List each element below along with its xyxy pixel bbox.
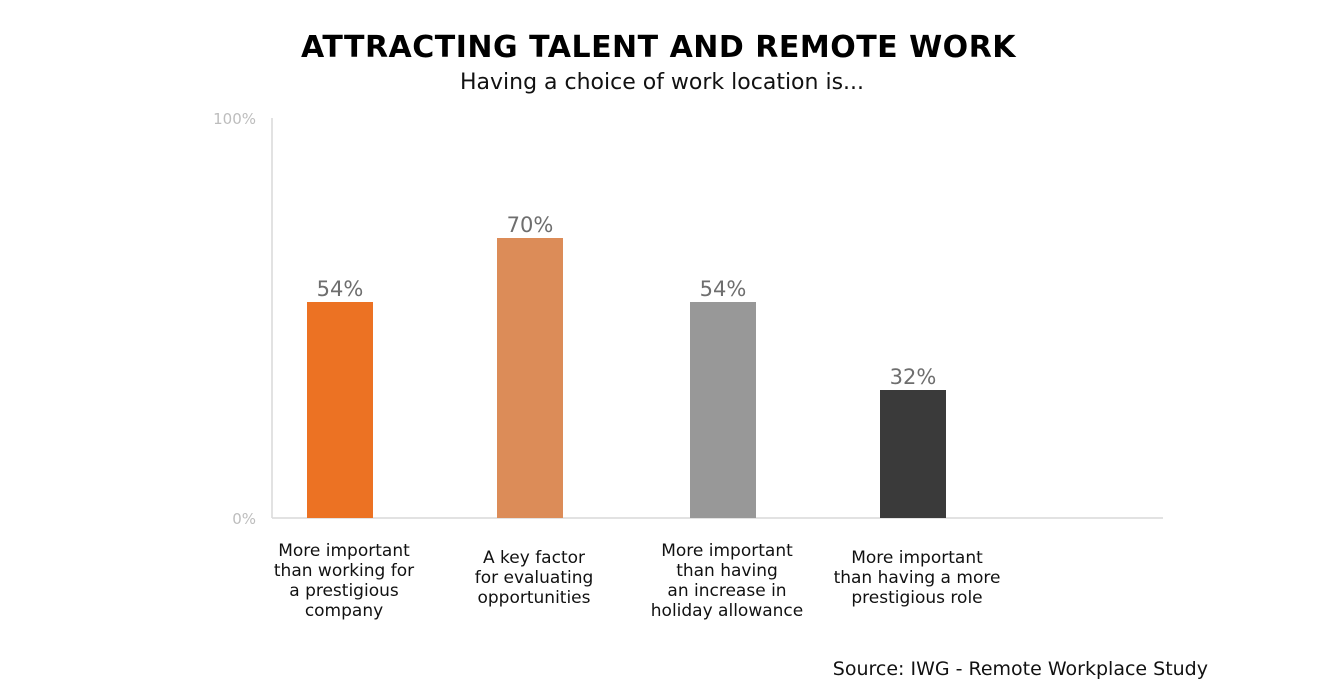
category-label-line: than having [676,561,778,581]
data-label: 54% [700,277,747,301]
category-label-line: than having a more [834,568,1001,588]
category-label-line: company [305,601,383,621]
category-label: More important than having an increase in h… [651,541,803,621]
category-label-line: A key factor [483,548,585,568]
category-label-line: holiday allowance [651,601,803,621]
bar [307,302,373,518]
category-label: More important than working for a prestigi… [274,541,414,621]
bar [690,302,756,518]
source-note: Source: IWG - Remote Workplace Study [832,658,1208,680]
category-label-line: a prestigious [289,581,399,601]
y-tick-label: 0% [232,510,256,528]
bar [880,390,946,518]
chart-title: ATTRACTING TALENT AND REMOTE WORK [300,30,1017,65]
category-label: More important than having a more prestigi… [834,548,1001,608]
category-label-line: More important [278,541,410,561]
chart-subtitle: Having a choice of work location is... [459,70,865,95]
data-label: 32% [890,365,937,389]
category-label: A key factor for evaluating opportunities [475,548,594,608]
category-label-line: More important [661,541,793,561]
category-label-line: than working for [274,561,414,581]
data-label: 70% [507,213,554,237]
category-label-line: an increase in [667,581,786,601]
category-label-line: for evaluating [475,568,594,588]
bar [497,238,563,518]
y-tick-label: 100% [213,110,256,128]
data-label: 54% [317,277,364,301]
category-label-line: opportunities [477,588,590,608]
category-label-line: More important [851,548,983,568]
category-label-line: prestigious role [851,588,982,608]
